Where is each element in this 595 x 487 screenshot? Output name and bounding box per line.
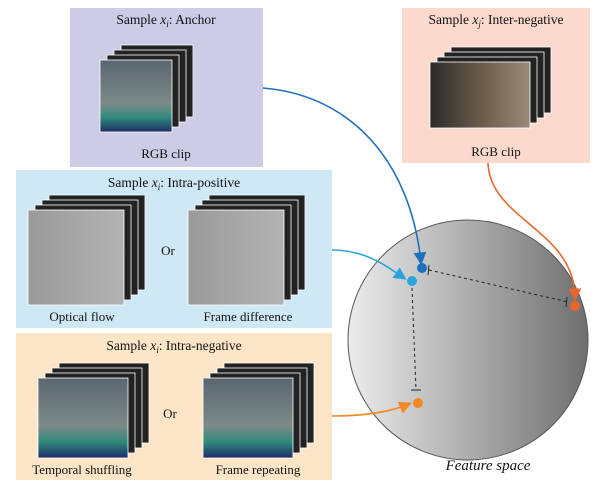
title-part: : Intra-negative — [159, 338, 242, 353]
title-part: i — [158, 182, 161, 192]
title-part: : Inter-negative — [481, 12, 564, 27]
clip-frame — [37, 377, 129, 459]
arrow — [487, 162, 582, 302]
inter-negative-point — [570, 301, 580, 311]
title-part: Sample — [106, 338, 150, 353]
title-part: i — [166, 19, 169, 29]
panel-label: RGB clip — [471, 144, 520, 159]
panel-label: Frame repeating — [216, 462, 301, 477]
title-part: i — [156, 345, 159, 355]
title-part: : Intra-positive — [160, 175, 240, 190]
panel-label: Temporal shuffling — [32, 462, 132, 477]
arrow — [262, 87, 427, 266]
clip-frame — [99, 59, 173, 133]
clip-frame — [429, 61, 531, 129]
panel-label: Or — [161, 243, 175, 258]
arrow — [331, 401, 412, 417]
title-part: x — [149, 338, 156, 353]
feature-space-label: Feature space — [445, 458, 531, 474]
intra-positive-point — [407, 276, 417, 286]
panel-title: Sample xi: Anchor — [116, 12, 216, 29]
title-part: j — [477, 19, 481, 29]
title-part: Sample — [429, 12, 473, 27]
intra-negative-point — [413, 398, 423, 408]
feature-sphere — [347, 219, 589, 461]
panel-label: Optical flow — [49, 309, 115, 324]
panel-label: RGB clip — [141, 146, 190, 161]
clip-frame — [27, 209, 125, 306]
panel-title: Sample xi: Intra-positive — [108, 175, 240, 192]
distance-line — [411, 287, 417, 391]
arrow — [331, 249, 407, 280]
title-part: x — [159, 12, 166, 27]
panel-title: Sample xi: Intra-negative — [106, 338, 241, 355]
anchor-point — [417, 263, 427, 273]
panel-title: Sample xj: Inter-negative — [429, 12, 564, 29]
panel-label: Frame difference — [204, 309, 293, 324]
clip-stacks — [27, 44, 552, 459]
bar-end — [565, 296, 568, 308]
title-part: x — [151, 175, 158, 190]
title-part: x — [471, 12, 478, 27]
clip-frame — [202, 377, 294, 459]
title-part: Sample — [116, 12, 160, 27]
bar-end — [427, 264, 430, 276]
title-part: : Anchor — [169, 12, 216, 27]
clip-frame — [187, 209, 285, 306]
title-part: Sample — [108, 175, 152, 190]
panel-label: Or — [163, 406, 177, 421]
